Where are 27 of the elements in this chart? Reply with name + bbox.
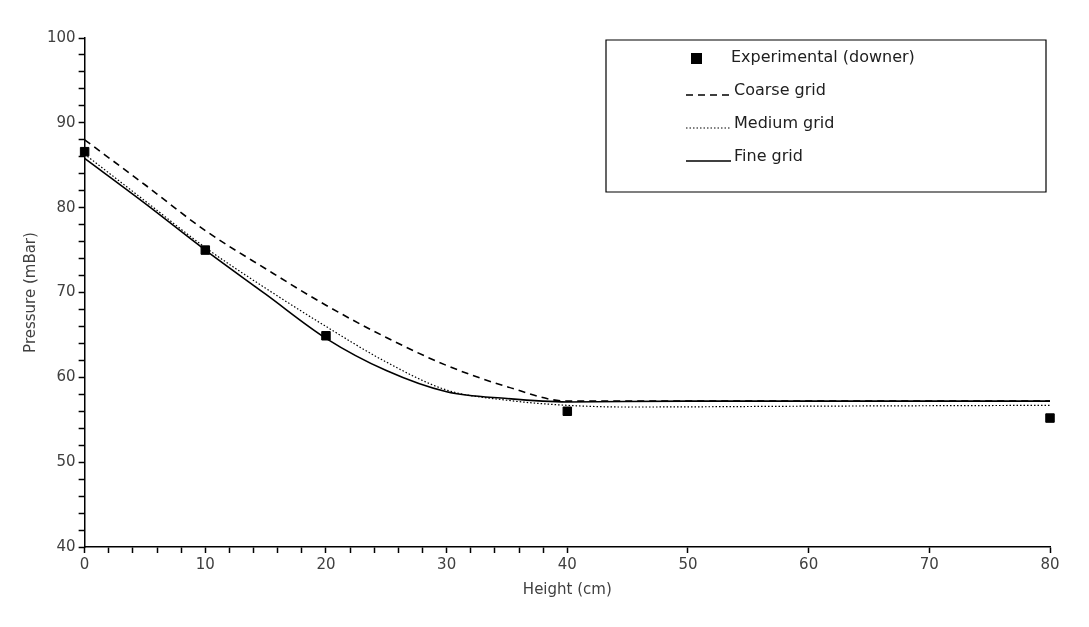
x-tick-label: 50 <box>678 554 698 573</box>
y-tick-label: 70 <box>56 282 76 301</box>
legend-label: Coarse grid <box>734 80 826 100</box>
x-tick-label: 20 <box>316 554 336 573</box>
y-tick-label: 50 <box>56 452 76 471</box>
legend-label: Medium grid <box>734 113 835 133</box>
y-tick-label: 80 <box>56 197 76 216</box>
x-tick-label: 40 <box>557 554 577 573</box>
x-tick-label: 30 <box>437 554 457 573</box>
point <box>321 331 331 341</box>
y-axis-title: Pressure (mBar) <box>20 232 39 353</box>
x-tick-label: 0 <box>79 554 90 573</box>
y-tick-label: 60 <box>56 367 76 386</box>
point <box>200 245 211 255</box>
legend-label: Fine grid <box>734 146 803 166</box>
point <box>79 146 90 157</box>
x-axis-title: Height (cm) <box>522 579 612 598</box>
y-tick-label: 40 <box>56 536 76 555</box>
point <box>562 406 573 417</box>
x-tick-label: 60 <box>799 554 819 573</box>
x-tick-label: 70 <box>919 554 939 573</box>
y-tick-label: 100 <box>46 27 76 46</box>
x-tick-label: 10 <box>195 554 215 573</box>
point <box>1045 413 1055 423</box>
y-tick-label: 90 <box>56 112 76 131</box>
legend-label: Experimental (downer) <box>731 47 915 67</box>
x-tick-label: 80 <box>1040 554 1060 573</box>
